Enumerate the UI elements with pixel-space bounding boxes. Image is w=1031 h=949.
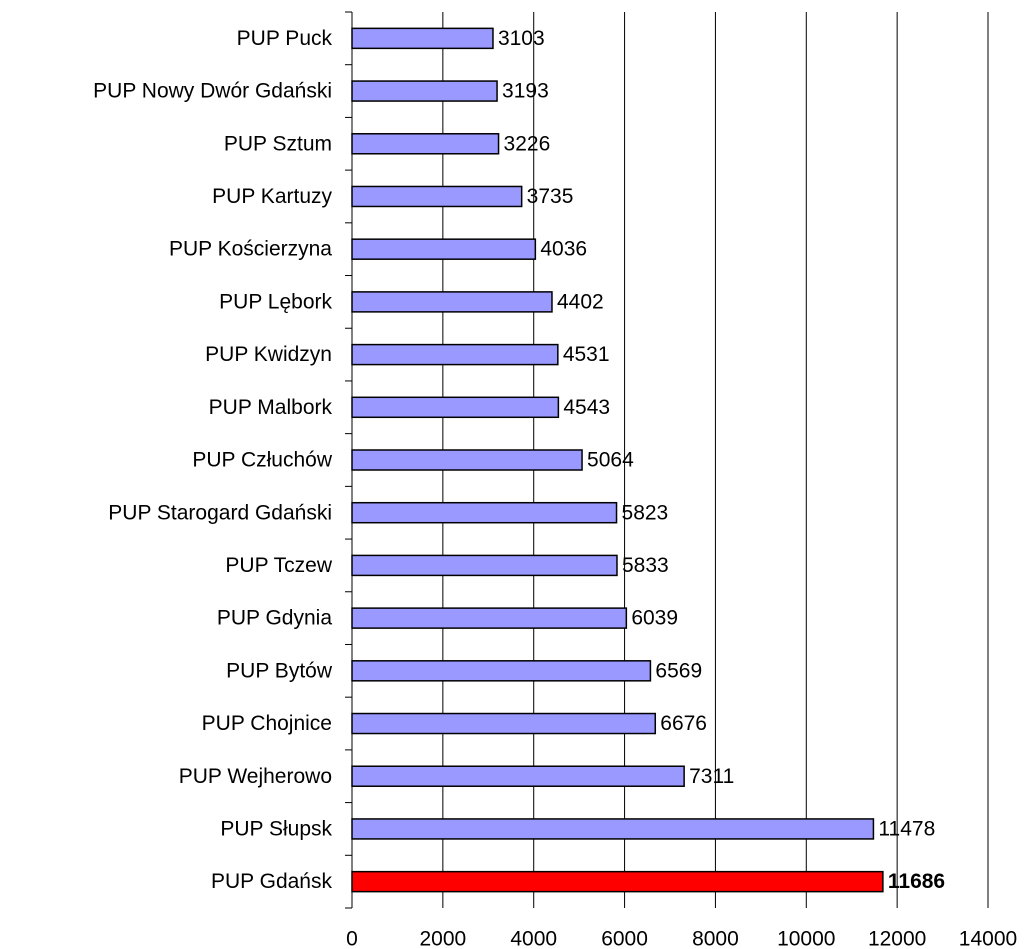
y-tick-label: PUP Sztum [224,132,332,155]
value-label: 5833 [622,554,669,577]
value-label: 3193 [502,80,549,103]
bar [351,712,657,735]
value-label: 11478 [878,817,935,840]
bar [351,27,494,50]
y-tick-label: PUP Malbork [209,396,333,419]
y-tick-label: PUP Gdańsk [211,870,333,893]
value-label: 6569 [655,659,702,682]
y-tick-label: PUP Kartuzy [212,185,332,208]
value-label: 6676 [660,712,707,735]
y-tick-label: PUP Bytów [226,659,333,682]
x-tick-label: 6000 [601,928,648,949]
bar [351,660,652,682]
bar [351,765,685,787]
value-label: 3735 [527,185,574,208]
y-tick-label: PUP Człuchów [192,449,333,472]
bar [351,818,875,840]
value-label: 7311 [689,765,734,788]
y-tick-label: PUP Tczew [225,554,332,577]
bar [351,185,523,208]
y-tick-label: PUP Lębork [219,290,332,313]
y-tick-label: PUP Kwidzyn [205,343,332,366]
y-tick-label: PUP Słupsk [220,817,332,840]
y-tick-label: PUP Puck [237,27,333,50]
bar [351,80,498,102]
x-tick-label: 12000 [868,928,926,949]
value-label: 4543 [563,396,610,419]
bar [351,501,618,524]
y-tick-label: PUP Chojnice [202,712,332,735]
bar [351,238,537,260]
bar [351,133,500,155]
value-label: 6039 [631,607,678,630]
y-tick-label: PUP Kościerzyna [169,238,332,261]
x-tick-label: 2000 [419,928,466,949]
bar [351,870,884,893]
y-tick-label: PUP Nowy Dwór Gdański [93,80,332,103]
x-tick-label: 14000 [959,928,1017,949]
value-label: 4036 [540,238,587,261]
x-tick-label: 8000 [692,928,739,949]
value-label: 4402 [557,290,604,313]
y-tick-label: PUP Wejherowo [179,765,332,788]
bar [351,554,618,577]
value-label: 11686 [888,870,945,893]
x-tick-label: 10000 [777,928,835,949]
value-label: 5064 [587,449,634,472]
x-tick-label: 4000 [510,928,557,949]
bar [351,343,559,366]
y-tick-label: PUP Starogard Gdański [108,501,332,524]
x-tick-label: 0 [346,928,358,949]
bar [351,607,628,629]
value-label: 3103 [498,27,545,50]
bar [351,291,553,313]
value-label: 3226 [504,132,551,155]
bar [351,396,560,419]
y-tick-label: PUP Gdynia [217,607,332,630]
bar [351,449,583,471]
value-label: 4531 [563,343,610,366]
value-label: 5823 [622,501,669,524]
